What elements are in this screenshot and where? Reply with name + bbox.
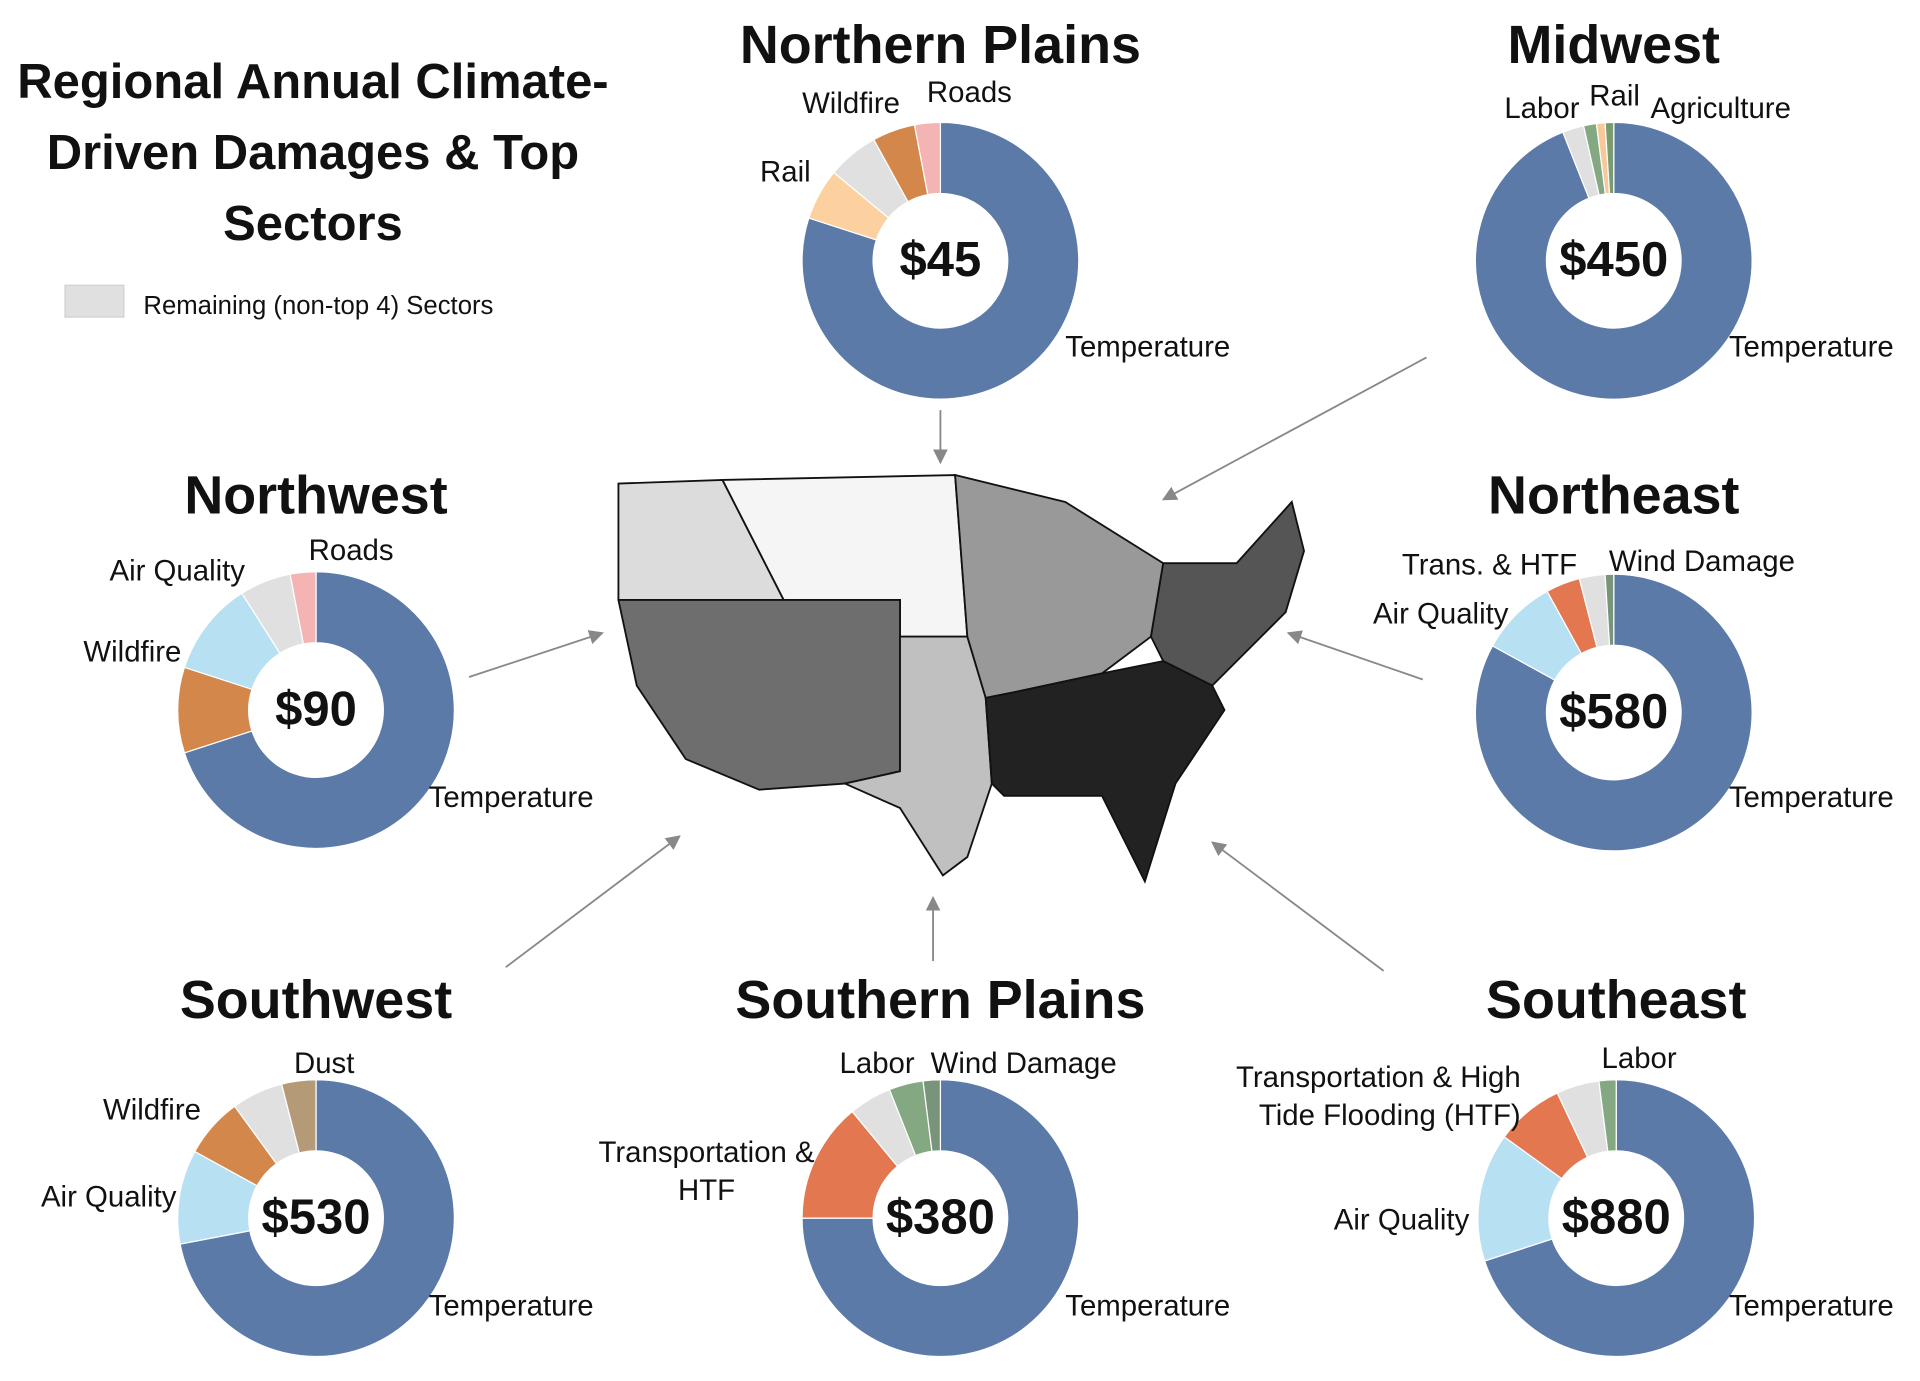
chart-title: Midwest: [1508, 15, 1721, 75]
arrows: [468, 356, 1427, 972]
segment-label: Wind Damage: [931, 1047, 1117, 1080]
map-northeast: [1150, 500, 1305, 687]
segment-label: Wildfire: [83, 636, 181, 669]
segment-label: Transportation & HTF: [598, 1136, 815, 1208]
segment-label: Temperature: [429, 781, 594, 814]
arrow: [468, 630, 604, 678]
donut-segment: [1604, 573, 1615, 646]
chart-title: Southwest: [180, 970, 452, 1030]
donut-chart: [801, 121, 1080, 400]
segment-label: Air Quality: [1334, 1204, 1470, 1237]
us-map: [617, 473, 1305, 884]
map-southeast: [984, 660, 1226, 884]
center-label: $45: [900, 233, 982, 287]
arrow: [505, 835, 681, 968]
segment-label: Labor: [1504, 92, 1579, 125]
segment-label: Temperature: [1729, 331, 1894, 364]
donut-segment: [289, 571, 317, 645]
center-label: $880: [1562, 1191, 1671, 1245]
arrow: [1161, 356, 1427, 501]
donut-segment: [179, 1079, 455, 1358]
segment-label: Temperature: [1065, 331, 1230, 364]
donut-segment: [1604, 121, 1615, 195]
segment-label-box: Transportation & HTF: [598, 1136, 815, 1208]
donut-segment: [1598, 1079, 1617, 1153]
legend-label: Remaining (non-top 4) Sectors: [143, 292, 493, 320]
center-label: $90: [275, 682, 357, 736]
donut-chart: [1474, 573, 1753, 852]
donut-chart: [177, 1079, 455, 1358]
chart-title: Southeast: [1486, 970, 1746, 1030]
donut-segment: [801, 1079, 1080, 1358]
segment-label: Wildfire: [802, 87, 900, 120]
segment-label: Rail: [1589, 80, 1640, 113]
segment-label: Roads: [927, 76, 1012, 109]
segment-label: Temperature: [429, 1289, 594, 1322]
chart-title: Northwest: [184, 466, 447, 526]
segment-label: Temperature: [1729, 1289, 1894, 1322]
title-box: Regional Annual Climate-Driven Damages &…: [17, 55, 609, 251]
arrow: [1211, 841, 1385, 972]
chart-title: Southern Plains: [735, 970, 1145, 1030]
main-title: Regional Annual Climate-Driven Damages &…: [17, 55, 609, 251]
chart-title: Northeast: [1488, 466, 1739, 526]
segment-label: Labor: [1602, 1042, 1677, 1075]
donut-chart: [801, 1079, 1080, 1358]
donut-segment: [280, 1079, 317, 1154]
segment-label: Air Quality: [1373, 598, 1509, 631]
segment-label: Air Quality: [110, 555, 246, 588]
donut-chart: [1474, 121, 1753, 400]
donut-segment: [1483, 1079, 1756, 1358]
donut-segment: [922, 1079, 942, 1153]
center-label: $380: [886, 1191, 995, 1245]
segment-label: Agriculture: [1651, 92, 1791, 125]
segment-label: Roads: [309, 534, 394, 567]
map-midwest: [954, 473, 1165, 699]
segment-label: Dust: [294, 1047, 354, 1080]
segment-label: Wind Damage: [1609, 545, 1795, 578]
donut-segment: [1474, 121, 1753, 400]
segment-label: Temperature: [1729, 781, 1894, 814]
segment-label: Wildfire: [103, 1093, 201, 1126]
segment-label: Air Quality: [41, 1180, 177, 1213]
segment-label: Trans. & HTF: [1402, 549, 1577, 582]
center-label: $580: [1559, 685, 1668, 739]
segment-label: Rail: [760, 156, 811, 189]
donut-chart: [1477, 1079, 1756, 1358]
segment-label: Temperature: [1065, 1289, 1230, 1322]
legend-swatch: [64, 284, 125, 318]
arrow: [1286, 630, 1424, 681]
donut-segment: [1474, 573, 1753, 852]
segment-label: Labor: [840, 1047, 915, 1080]
center-label: $530: [262, 1191, 371, 1245]
map-southwest: [617, 598, 901, 791]
donut-chart: [177, 571, 455, 850]
donut-segment: [801, 121, 1080, 400]
donut-segment: [183, 571, 455, 850]
chart-title: Northern Plains: [740, 15, 1141, 75]
segment-label-box: Transportation & High Tide Flooding (HTF…: [1236, 1061, 1521, 1133]
center-label: $450: [1559, 233, 1668, 287]
segment-label: Transportation & High Tide Flooding (HTF…: [1236, 1061, 1521, 1133]
donut-segment: [913, 121, 942, 196]
